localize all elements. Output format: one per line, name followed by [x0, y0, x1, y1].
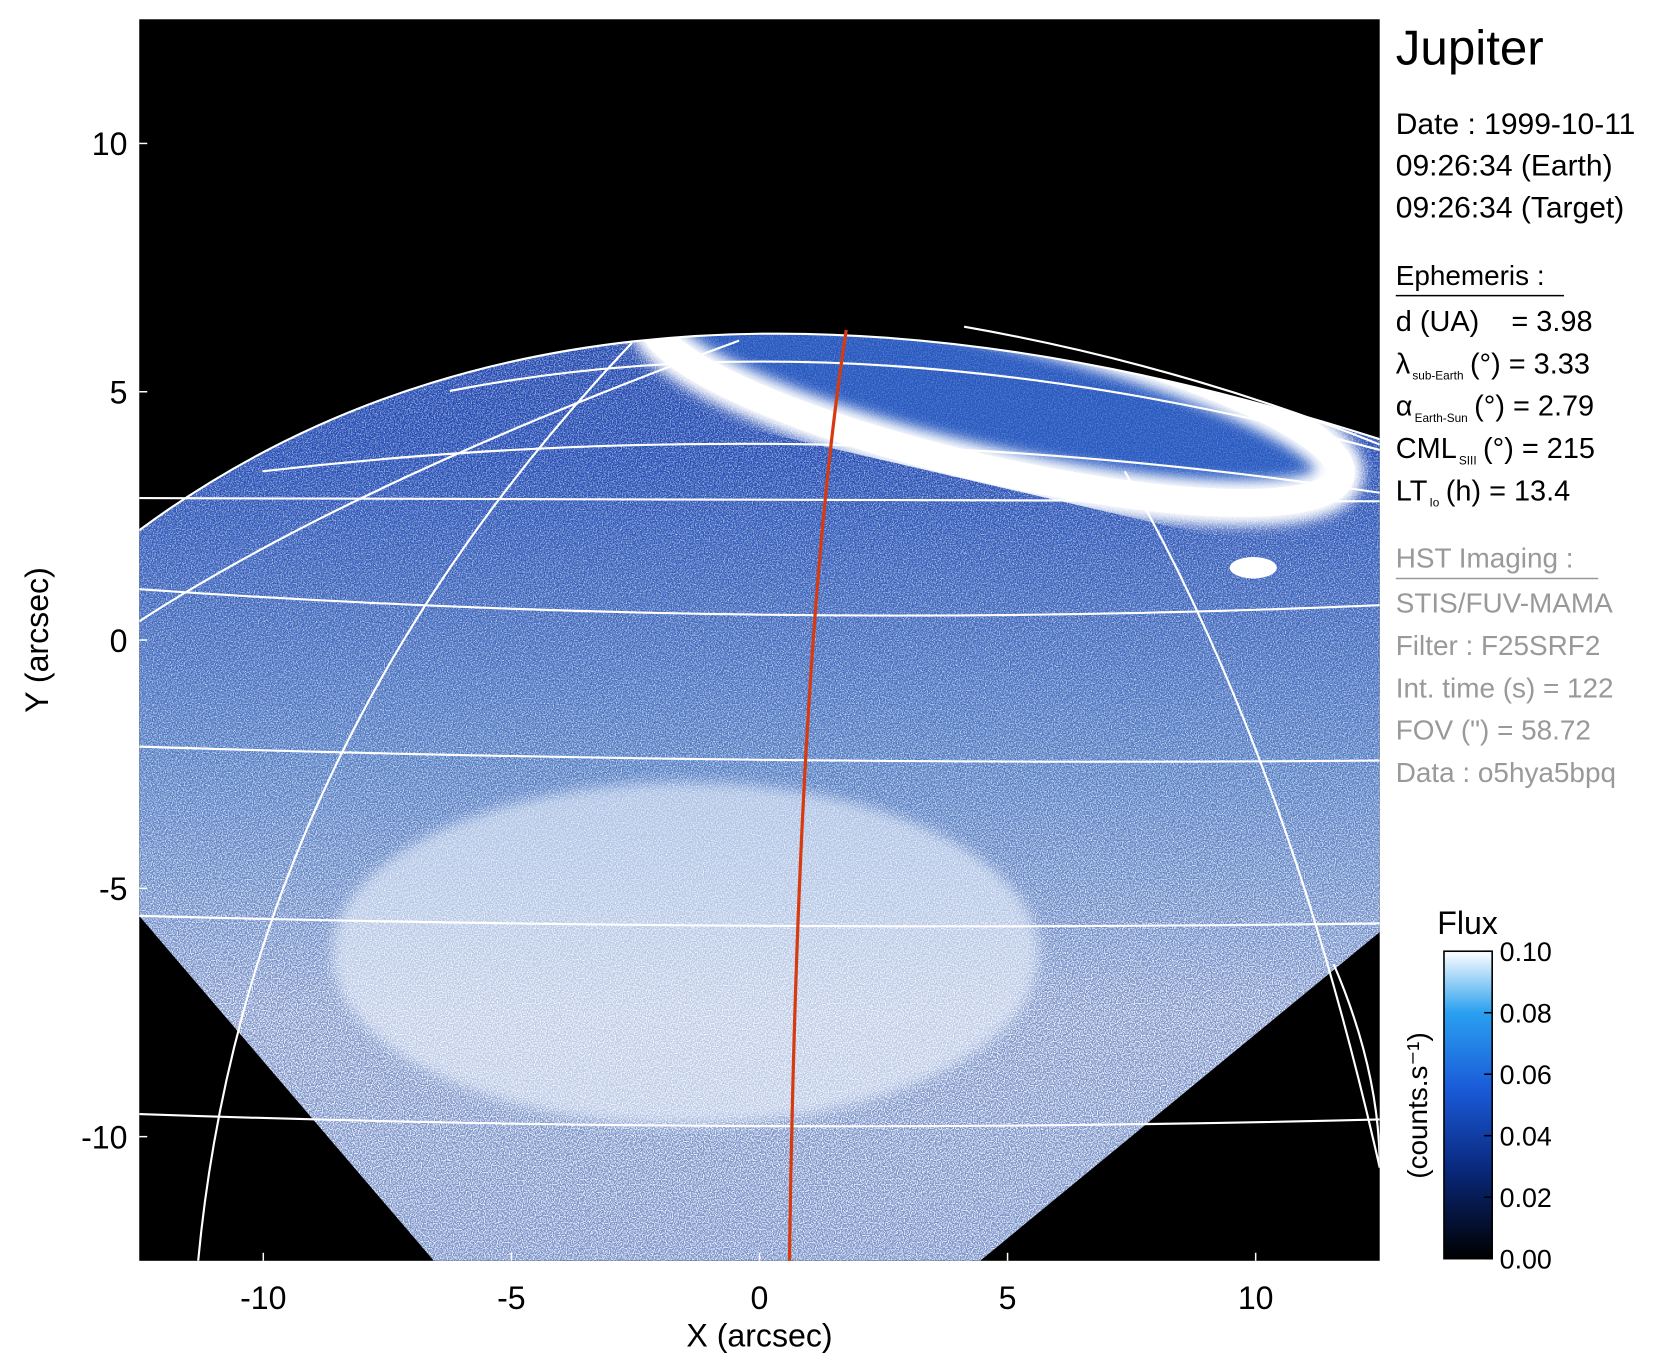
ephemeris-symbol: α [1396, 391, 1413, 423]
colorbar-tick-label: 0.00 [1500, 1244, 1552, 1274]
aurora-spot [1229, 557, 1277, 579]
imaging-line: Int. time (s) = 122 [1396, 672, 1614, 703]
ephemeris-symbol: d (UA) [1396, 306, 1479, 338]
y-axis-title: Y (arcsec) [19, 567, 55, 713]
date-line: 09:26:34 (Target) [1396, 191, 1624, 224]
x-tick-label: 5 [999, 1280, 1017, 1316]
ephemeris-value: (°) = 215 [1483, 433, 1595, 465]
ephemeris-subscript: Io [1429, 496, 1439, 510]
ephemeris-subscript: sub-Earth [1412, 369, 1463, 383]
colorbar-title: Flux [1437, 905, 1498, 941]
x-tick-label: 0 [751, 1280, 769, 1316]
imaging-line: STIS/FUV-MAMA [1396, 588, 1613, 619]
ephemeris-subscript: Earth-Sun [1415, 411, 1468, 425]
section-title: Ephemeris : [1396, 260, 1545, 291]
y-tick-label: 5 [110, 375, 128, 411]
imaging-line: Data : o5hya5bpq [1396, 757, 1616, 788]
ephemeris-line: λ sub-Earth (°) = 3.33 [1396, 348, 1590, 382]
ephemeris-value: (°) = 3.33 [1470, 348, 1590, 380]
imaging-line: FOV (") = 58.72 [1396, 715, 1591, 746]
y-tick-label: -10 [81, 1119, 127, 1155]
bright-region [332, 781, 1040, 1125]
date-line: Date : 1999-10-11 [1396, 108, 1636, 141]
coordinate-grid [139, 325, 1380, 1261]
ephemeris-symbol: CML [1396, 433, 1457, 465]
x-axis-title: X (arcsec) [686, 1317, 832, 1353]
date-line: 09:26:34 (Earth) [1396, 150, 1613, 183]
y-tick-label: 10 [92, 126, 128, 162]
ephemeris-value: (°) = 2.79 [1474, 391, 1594, 423]
ephemeris-value: (h) = 13.4 [1446, 475, 1570, 507]
colorbar-tick-label: 0.06 [1500, 1060, 1552, 1090]
x-tick-label: -10 [240, 1280, 286, 1316]
ephemeris-line: CML SIII (°) = 215 [1396, 433, 1595, 467]
ephemeris-symbol: λ [1396, 348, 1411, 380]
colorbar [1443, 950, 1493, 1260]
chart-title: Jupiter [1396, 20, 1544, 75]
ephemeris-symbol: LT [1396, 475, 1428, 507]
ephemeris-line: α Earth-Sun (°) = 2.79 [1396, 391, 1594, 425]
ephemeris-line: LT Io (h) = 13.4 [1396, 475, 1570, 509]
colorbar-tick-label: 0.08 [1500, 998, 1552, 1028]
colorbar-unit: (counts.s⁻¹) [1402, 1032, 1433, 1178]
y-tick-label: -5 [99, 871, 128, 907]
ephemeris-value: = 3.98 [1511, 306, 1592, 338]
colorbar-tick-label: 0.04 [1500, 1121, 1552, 1151]
ephemeris-subscript: SIII [1459, 453, 1477, 467]
imaging-line: Filter : F25SRF2 [1396, 630, 1601, 661]
x-tick-label: 10 [1238, 1280, 1274, 1316]
section-title: HST Imaging : [1396, 543, 1574, 574]
image [139, 19, 1493, 1261]
ephemeris-line: d (UA) = 3.98 [1396, 306, 1593, 338]
central-meridian [787, 329, 848, 1261]
colorbar-tick-label: 0.02 [1500, 1183, 1552, 1213]
x-tick-label: -5 [497, 1280, 526, 1316]
aurora [628, 333, 1364, 526]
y-tick-label: 0 [110, 623, 128, 659]
colorbar-tick-label: 0.10 [1500, 937, 1552, 967]
